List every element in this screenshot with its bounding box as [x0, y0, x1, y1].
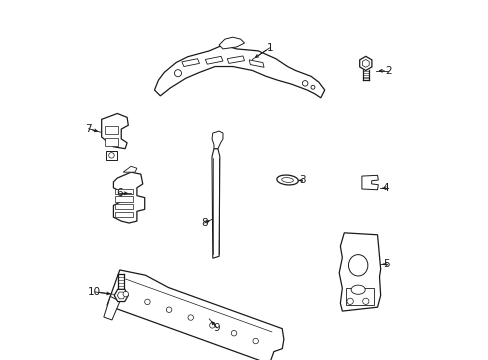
Circle shape	[302, 81, 307, 86]
Circle shape	[187, 315, 193, 320]
Ellipse shape	[276, 175, 298, 185]
Circle shape	[166, 307, 171, 312]
Polygon shape	[212, 131, 223, 149]
Polygon shape	[219, 37, 244, 49]
Polygon shape	[249, 60, 264, 67]
Text: 8: 8	[201, 218, 207, 228]
Circle shape	[174, 69, 181, 77]
Bar	[104, 126, 118, 134]
Polygon shape	[212, 149, 220, 258]
Polygon shape	[154, 45, 324, 98]
Bar	[115, 204, 133, 210]
Polygon shape	[113, 172, 144, 223]
Text: 3: 3	[298, 175, 305, 185]
Circle shape	[346, 298, 352, 305]
Ellipse shape	[350, 285, 365, 294]
Text: 1: 1	[266, 43, 273, 53]
Polygon shape	[182, 59, 199, 67]
Text: 7: 7	[85, 124, 92, 134]
Polygon shape	[361, 175, 378, 190]
Polygon shape	[205, 57, 223, 64]
Text: 4: 4	[382, 183, 388, 193]
Bar	[115, 212, 133, 217]
Text: 5: 5	[383, 259, 389, 269]
Bar	[346, 288, 373, 305]
Ellipse shape	[281, 177, 293, 183]
Circle shape	[362, 298, 368, 305]
Text: 2: 2	[384, 66, 390, 76]
Text: 9: 9	[213, 323, 220, 333]
Circle shape	[144, 299, 150, 305]
Circle shape	[231, 330, 236, 336]
Text: 6: 6	[116, 188, 122, 198]
Bar	[104, 138, 118, 145]
Ellipse shape	[348, 255, 367, 276]
Polygon shape	[107, 270, 284, 360]
Circle shape	[252, 338, 258, 344]
Polygon shape	[339, 233, 380, 311]
Polygon shape	[103, 296, 120, 320]
Circle shape	[123, 291, 128, 297]
Bar	[115, 189, 133, 194]
Text: 10: 10	[88, 287, 101, 297]
Polygon shape	[102, 113, 128, 149]
Circle shape	[108, 153, 114, 158]
Polygon shape	[123, 166, 137, 172]
Circle shape	[310, 85, 314, 89]
Polygon shape	[105, 150, 117, 161]
Polygon shape	[227, 56, 244, 63]
Circle shape	[209, 323, 215, 328]
Bar	[115, 197, 133, 202]
